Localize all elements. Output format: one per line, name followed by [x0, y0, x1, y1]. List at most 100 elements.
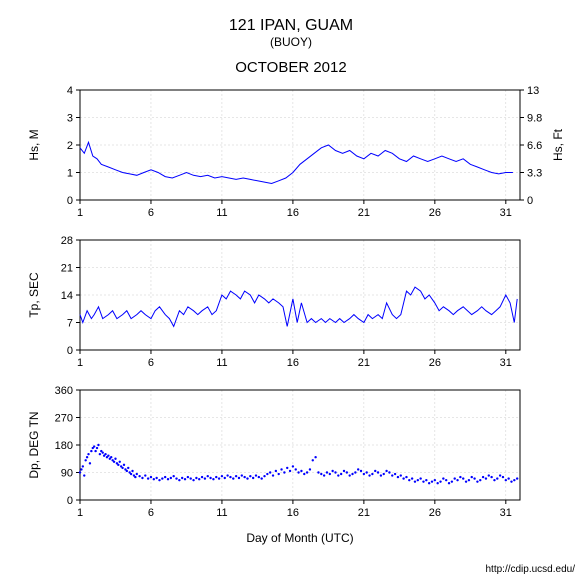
data-point [187, 476, 189, 478]
data-point [130, 473, 132, 475]
data-point [278, 473, 280, 475]
data-point [238, 477, 240, 479]
data-point [79, 471, 81, 473]
data-point [235, 475, 237, 477]
ytick-label: 4 [67, 85, 73, 97]
data-point [204, 477, 206, 479]
data-point [87, 453, 89, 455]
data-point [198, 478, 200, 480]
data-point [123, 464, 125, 466]
ytick-right-label: 0 [527, 195, 533, 207]
data-point [99, 453, 101, 455]
ytick-label: 0 [67, 345, 73, 357]
xtick-label: 16 [287, 357, 299, 369]
data-point [428, 482, 430, 484]
data-point [510, 480, 512, 482]
ytick-right-label: 6.6 [527, 140, 542, 152]
data-point [417, 479, 419, 481]
data-point [422, 480, 424, 482]
data-point [456, 479, 458, 481]
xtick-label: 31 [500, 507, 512, 519]
data-point [82, 465, 84, 467]
data-point [119, 461, 121, 463]
data-point [96, 447, 98, 449]
data-point [104, 453, 106, 455]
ytick-label: 180 [55, 440, 73, 452]
title-sub: (BUOY) [270, 35, 312, 49]
data-point [263, 475, 265, 477]
data-point [383, 473, 385, 475]
data-point [493, 479, 495, 481]
data-point [141, 477, 143, 479]
ylabel-left: Dp, DEG TN [27, 411, 41, 478]
data-point [181, 477, 183, 479]
ytick-label: 0 [67, 195, 73, 207]
data-point [155, 477, 157, 479]
ytick-right-label: 3.3 [527, 168, 542, 180]
data-point [215, 476, 217, 478]
ytick-label: 0 [67, 495, 73, 507]
data-point [84, 459, 86, 461]
xtick-label: 11 [216, 357, 227, 369]
data-point [388, 471, 390, 473]
data-point [317, 471, 319, 473]
data-point [175, 477, 177, 479]
data-point [201, 476, 203, 478]
xtick-label: 6 [148, 507, 154, 519]
data-point [246, 477, 248, 479]
data-point [400, 474, 402, 476]
ylabel-left: Tp, SEC [27, 272, 41, 318]
xtick-label: 31 [500, 207, 512, 219]
data-point [89, 462, 91, 464]
data-point [431, 480, 433, 482]
data-point [471, 476, 473, 478]
data-point [102, 451, 104, 453]
data-point [348, 474, 350, 476]
data-point [83, 474, 85, 476]
ytick-label: 2 [67, 140, 73, 152]
data-point [357, 468, 359, 470]
data-point [232, 477, 234, 479]
xtick-label: 6 [148, 207, 154, 219]
ytick-label: 3 [67, 113, 73, 125]
data-point [172, 475, 174, 477]
data-point [107, 454, 109, 456]
data-point [485, 477, 487, 479]
data-point [266, 473, 268, 475]
data-point [394, 473, 396, 475]
data-point [476, 480, 478, 482]
data-point [243, 476, 245, 478]
data-point [86, 456, 88, 458]
data-point [334, 471, 336, 473]
data-point [377, 471, 379, 473]
data-point [292, 465, 294, 467]
data-point [340, 473, 342, 475]
data-point [113, 461, 115, 463]
data-point [207, 475, 209, 477]
data-point [121, 467, 123, 469]
data-point [468, 479, 470, 481]
data-point [126, 470, 128, 472]
xtick-label: 26 [429, 357, 441, 369]
data-point [167, 478, 169, 480]
title-month: OCTOBER 2012 [235, 59, 346, 76]
data-point [306, 471, 308, 473]
data-line-tp [80, 287, 517, 326]
data-point [323, 474, 325, 476]
ytick-label: 14 [61, 290, 73, 302]
data-point [331, 470, 333, 472]
data-point [229, 476, 231, 478]
ylabel-left: Hs, M [27, 129, 41, 160]
data-point [144, 474, 146, 476]
data-point [297, 471, 299, 473]
data-point [94, 450, 96, 452]
xtick-label: 21 [358, 357, 370, 369]
data-point [499, 474, 501, 476]
data-point [408, 479, 410, 481]
data-point [97, 444, 99, 446]
data-point [516, 477, 518, 479]
ytick-label: 90 [61, 468, 73, 480]
data-point [195, 477, 197, 479]
data-point [445, 479, 447, 481]
data-point [346, 471, 348, 473]
